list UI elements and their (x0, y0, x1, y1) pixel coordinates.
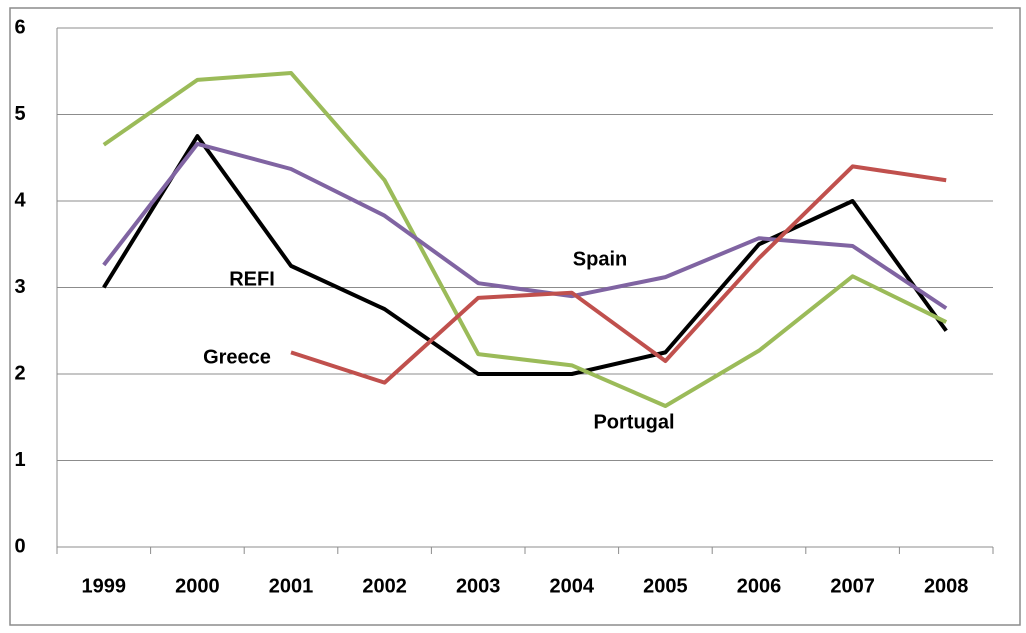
series-label: Greece (203, 346, 271, 368)
x-tick-label: 2004 (550, 575, 595, 597)
y-tick-label: 3 (14, 276, 25, 298)
series-line (102, 134, 948, 376)
x-tick-label: 2005 (643, 575, 688, 597)
x-tick-label: 2001 (269, 575, 314, 597)
chart-border (9, 7, 1021, 626)
y-tick-label: 0 (14, 535, 25, 557)
x-tick-label: 2002 (362, 575, 407, 597)
x-tick-label: 1999 (82, 575, 127, 597)
y-tick-label: 4 (14, 189, 26, 211)
series-label: REFI (229, 268, 275, 290)
series-line (102, 141, 948, 310)
x-tick-label: 2007 (830, 575, 875, 597)
x-tick-label: 2000 (175, 575, 220, 597)
x-tick-label: 2006 (737, 575, 782, 597)
x-tick-label: 2008 (924, 575, 969, 597)
y-tick-label: 5 (14, 103, 25, 125)
series-line (290, 164, 947, 385)
series-label: Spain (573, 248, 627, 270)
y-tick-label: 2 (14, 362, 25, 384)
series-label: Portugal (593, 411, 674, 433)
y-tick-label: 6 (14, 16, 25, 38)
x-tick-label: 2003 (456, 575, 501, 597)
y-tick-label: 1 (14, 449, 25, 471)
series-line (102, 70, 948, 409)
